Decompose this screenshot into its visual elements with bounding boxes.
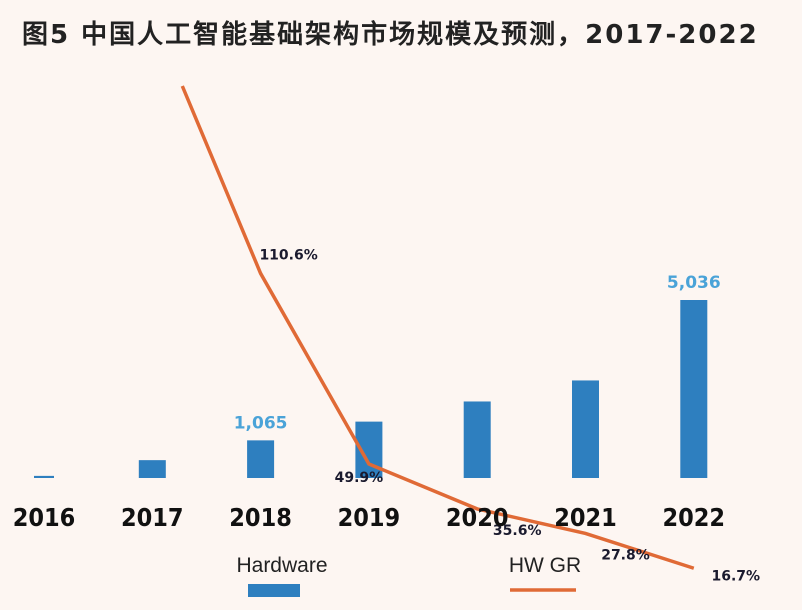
growth-label-2020: 35.6%	[493, 523, 542, 539]
legend-label-hardware: Hardware	[236, 554, 327, 577]
x-tick-2019: 2019	[338, 503, 401, 532]
x-tick-2016: 2016	[13, 503, 76, 532]
x-tick-2018: 2018	[229, 503, 292, 532]
legend: Hardware HW GR	[236, 554, 581, 597]
growth-label-2021: 27.8%	[601, 547, 650, 563]
data-label-group: 1,065 5,036 110.6% 49.9% 35.6% 27.8% 16.7%	[234, 247, 760, 584]
bar-2018	[247, 440, 275, 478]
growth-line	[180, 85, 695, 570]
growth-label-2022: 16.7%	[712, 568, 761, 584]
chart-title: 图5 中国人工智能基础架构市场规模及预测，2017-2022	[22, 20, 759, 50]
bar-2022	[680, 300, 708, 478]
growth-label-2019: 49.9%	[335, 470, 384, 486]
legend-label-hw-gr: HW GR	[509, 554, 581, 577]
bar-value-label-2018: 1,065	[234, 413, 288, 433]
bar-2021	[572, 380, 599, 478]
legend-swatch-hardware	[248, 584, 300, 597]
x-tick-2020: 2020	[446, 503, 509, 532]
growth-label-2018: 110.6%	[259, 247, 317, 263]
x-tick-2021: 2021	[554, 503, 617, 532]
bar-2017	[138, 460, 166, 478]
x-axis: 2016 2017 2018 2019 2020 2021 2022	[13, 503, 725, 532]
growth-line-group	[180, 85, 695, 570]
bar-2016	[34, 475, 54, 478]
x-tick-2017: 2017	[121, 503, 184, 532]
bar-group	[34, 300, 708, 478]
bar-value-label-2022: 5,036	[667, 273, 721, 293]
x-tick-2022: 2022	[662, 503, 725, 532]
bar-2020	[463, 401, 491, 478]
